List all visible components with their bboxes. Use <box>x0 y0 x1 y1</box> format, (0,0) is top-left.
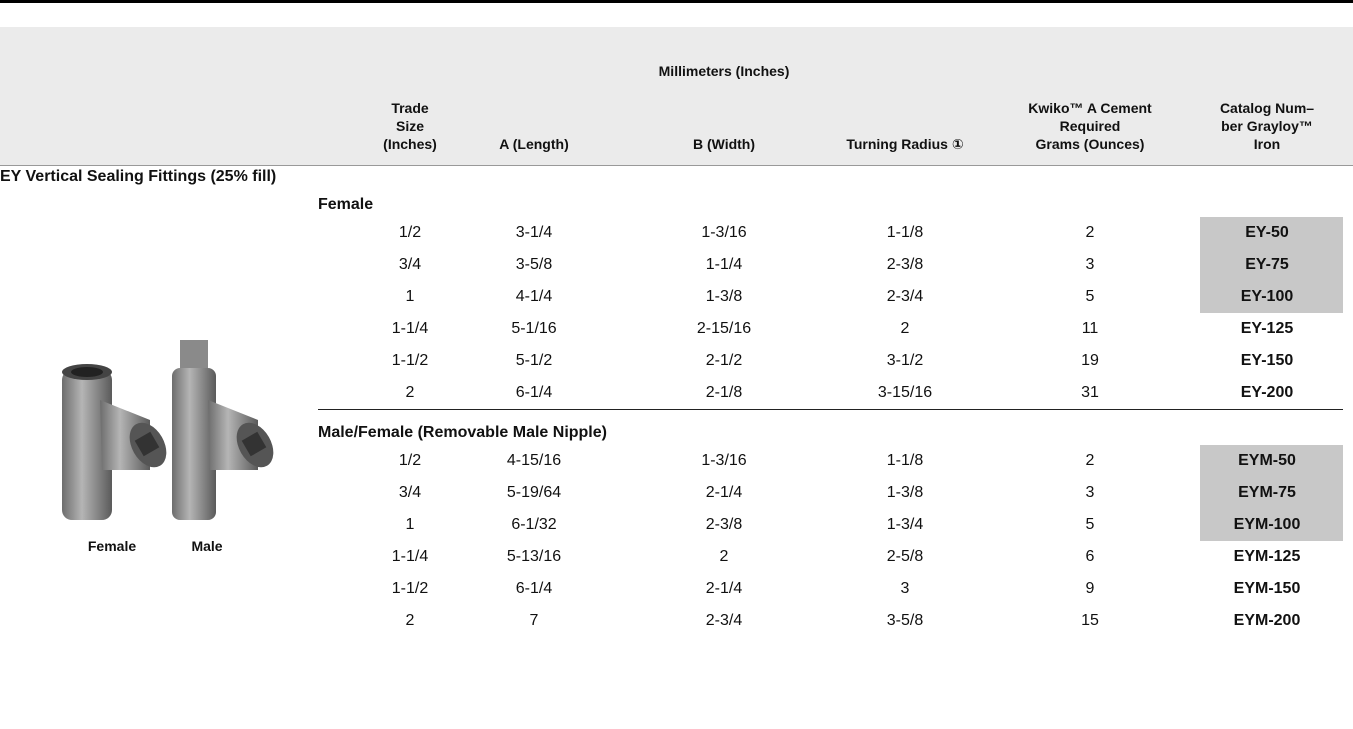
table-cell: 7 <box>529 612 539 629</box>
table-cell: EY-50 <box>1245 224 1289 241</box>
highlight <box>1200 249 1343 281</box>
table-cell: 3-5/8 <box>886 612 924 629</box>
table-cell: 2-1/4 <box>705 484 743 501</box>
table-cell: 2-5/8 <box>886 548 924 565</box>
table-cell: 2-1/2 <box>705 352 743 369</box>
table-cell: 3 <box>1085 256 1095 273</box>
column-header: Turning Radius ① <box>846 136 964 152</box>
table-cell: 5-1/2 <box>515 352 553 369</box>
table-cell: EY-200 <box>1240 384 1294 401</box>
table-cell: 1/2 <box>398 224 422 241</box>
group-label: Male/Female (Removable Male Nipple) <box>318 424 607 441</box>
table-cell: 1-1/8 <box>886 224 924 241</box>
table-cell: 1-3/16 <box>701 224 747 241</box>
male-fitting <box>172 340 274 520</box>
table-cell: 6 <box>1085 548 1095 565</box>
table-cell: 5-1/16 <box>511 320 557 337</box>
table-cell: 4-1/4 <box>515 288 553 305</box>
table-cell: 19 <box>1081 352 1099 369</box>
table-cell: 2-3/4 <box>705 612 743 629</box>
table-cell: 2 <box>1085 224 1095 241</box>
table-cell: EYM-125 <box>1233 548 1301 565</box>
group-label: Female <box>318 196 374 213</box>
highlight <box>1200 477 1343 509</box>
column-header: A (Length) <box>499 136 569 152</box>
table-cell: 5 <box>1085 516 1095 533</box>
table-cell: 1-1/8 <box>886 452 924 469</box>
table-cell: 2-1/4 <box>705 580 743 597</box>
product-images <box>62 340 274 520</box>
table-cell: EYM-75 <box>1238 484 1296 501</box>
table-cell: EYM-150 <box>1233 580 1301 597</box>
table-cell: 5-13/16 <box>506 548 562 565</box>
table-cell: 2-15/16 <box>696 320 752 337</box>
table-cell: EYM-100 <box>1233 516 1301 533</box>
highlight <box>1200 217 1343 249</box>
table-cell: 3-1/2 <box>886 352 924 369</box>
table-cell: 9 <box>1085 580 1095 597</box>
table-cell: 2 <box>719 548 729 565</box>
table-cell: EYM-200 <box>1233 612 1301 629</box>
image-caption: Male <box>191 538 223 554</box>
table-cell: 6-1/4 <box>515 580 553 597</box>
table-cell: 11 <box>1081 320 1099 337</box>
table-cell: EY-75 <box>1245 256 1289 273</box>
highlight <box>1200 445 1343 477</box>
table-cell: 1-1/4 <box>391 320 429 337</box>
table-cell: 1-1/4 <box>705 256 743 273</box>
top-rule <box>0 0 1353 3</box>
table-cell: EY-125 <box>1240 320 1294 337</box>
table-cell: 1-3/8 <box>886 484 924 501</box>
column-header: Catalog Num– ber Grayloy™ Iron <box>1219 100 1315 152</box>
table-cell: 3/4 <box>398 256 422 273</box>
table-cell: 6-1/4 <box>515 384 553 401</box>
table-cell: EY-100 <box>1240 288 1294 305</box>
table-cell: 1 <box>405 288 415 305</box>
table-cell: 1-1/4 <box>391 548 429 565</box>
table-cell: 1 <box>405 516 415 533</box>
table-cell: 2 <box>1085 452 1095 469</box>
table-cell: 5-19/64 <box>506 484 562 501</box>
table-cell: 1/2 <box>398 452 422 469</box>
table-cell: 3/4 <box>398 484 422 501</box>
table-cell: 3-15/16 <box>877 384 933 401</box>
table-cell: 5 <box>1085 288 1095 305</box>
female-fitting <box>62 364 167 520</box>
table-cell: 2-3/4 <box>886 288 924 305</box>
table-cell: 3 <box>900 580 910 597</box>
highlight <box>1200 509 1343 541</box>
table-cell: 1-1/2 <box>391 580 429 597</box>
table-cell: EY-150 <box>1240 352 1294 369</box>
table-cell: 1-3/4 <box>886 516 924 533</box>
table-cell: 1-3/16 <box>701 452 747 469</box>
table-cell: EYM-50 <box>1238 452 1296 469</box>
table-cell: 3 <box>1085 484 1095 501</box>
table-header: Millimeters (Inches) Trade Size (Inches)… <box>0 27 1353 166</box>
row-separator <box>318 409 1343 410</box>
table-cell: 2 <box>405 384 415 401</box>
group-label: Millimeters (Inches) <box>658 63 790 79</box>
table-cell: 2-3/8 <box>705 516 743 533</box>
table-cell: 2-1/8 <box>705 384 743 401</box>
table-cell: 1-1/2 <box>391 352 429 369</box>
table-cell: 15 <box>1081 612 1099 629</box>
column-header: Trade Size (Inches) <box>383 100 437 152</box>
table-cell: 2 <box>405 612 415 629</box>
image-caption: Female <box>87 538 137 554</box>
table-cell: 6-1/32 <box>511 516 557 533</box>
table-cell: 2-3/8 <box>886 256 924 273</box>
table-cell: 3-1/4 <box>515 224 553 241</box>
table-cell: 4-15/16 <box>506 452 562 469</box>
highlight <box>1200 281 1343 313</box>
table-cell: 31 <box>1081 384 1099 401</box>
column-header: Kwiko™ A Cement Required Grams (Ounces) <box>1028 100 1152 152</box>
column-header: B (Width) <box>692 136 756 152</box>
table-cell: 3-5/8 <box>515 256 553 273</box>
table-cell: 1-3/8 <box>705 288 743 305</box>
section-title: EY Vertical Sealing Fittings (25% fill) <box>0 168 277 185</box>
table-cell: 2 <box>900 320 910 337</box>
